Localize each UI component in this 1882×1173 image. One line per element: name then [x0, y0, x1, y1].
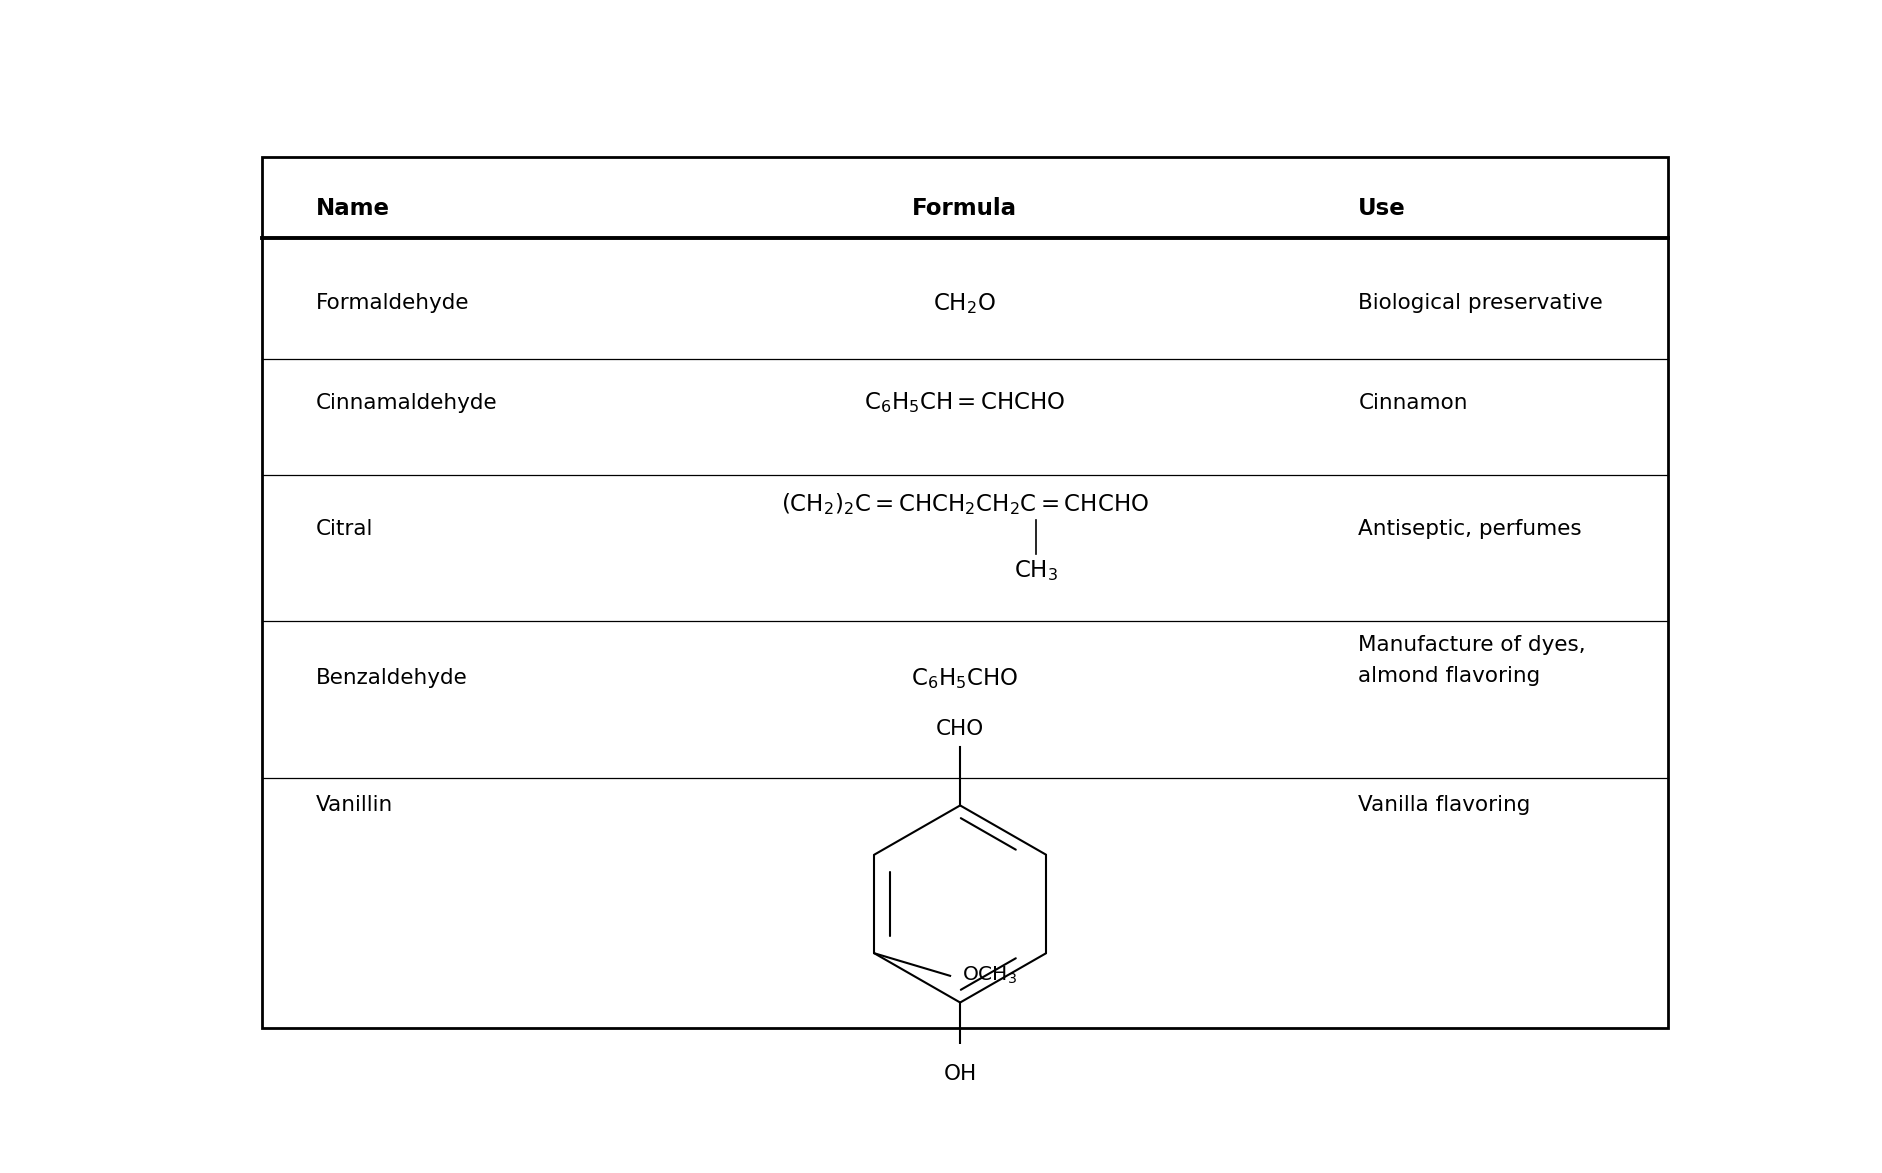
Text: OCH$_3$: OCH$_3$ [962, 965, 1016, 986]
Text: Use: Use [1359, 197, 1406, 221]
Text: Cinnamon: Cinnamon [1359, 393, 1468, 413]
Text: Citral: Citral [316, 520, 373, 540]
Text: C$_6$H$_5$CHO: C$_6$H$_5$CHO [911, 666, 1018, 691]
Text: (CH$_2$)$_2$C$\mathdefault{=}$CHCH$_2$CH$_2$C$\mathdefault{=}$CHCHO: (CH$_2$)$_2$C$\mathdefault{=}$CHCH$_2$CH… [781, 490, 1148, 517]
Text: C$_6$H$_5$CH$\mathdefault{=}$CHCHO: C$_6$H$_5$CH$\mathdefault{=}$CHCHO [864, 391, 1065, 415]
Text: Benzaldehyde: Benzaldehyde [316, 669, 467, 689]
Text: Formula: Formula [913, 197, 1016, 221]
Text: Name: Name [316, 197, 390, 221]
Text: Vanilla flavoring: Vanilla flavoring [1359, 794, 1530, 814]
Text: CH$_3$: CH$_3$ [1014, 558, 1058, 583]
Text: Manufacture of dyes,
almond flavoring: Manufacture of dyes, almond flavoring [1359, 635, 1587, 686]
Text: Antiseptic, perfumes: Antiseptic, perfumes [1359, 520, 1583, 540]
Text: OH: OH [943, 1064, 977, 1084]
Text: Vanillin: Vanillin [316, 794, 393, 814]
Text: CH$_2$O: CH$_2$O [933, 291, 996, 316]
Text: Formaldehyde: Formaldehyde [316, 293, 469, 313]
Text: CHO: CHO [935, 719, 984, 739]
Text: Biological preservative: Biological preservative [1359, 293, 1603, 313]
Text: Cinnamaldehyde: Cinnamaldehyde [316, 393, 497, 413]
